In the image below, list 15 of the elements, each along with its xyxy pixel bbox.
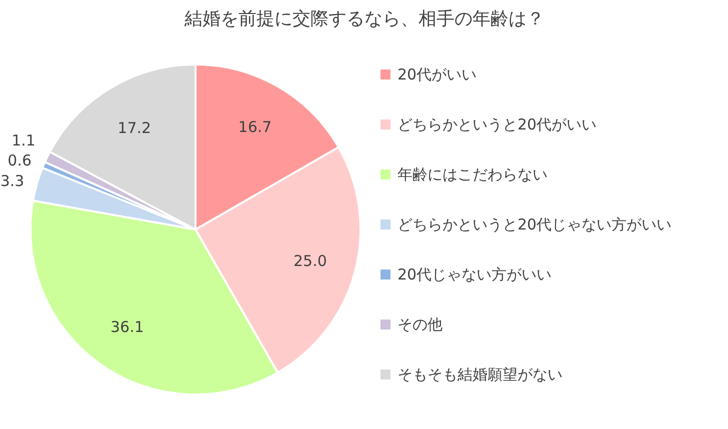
chart-title: 結婚を前提に交際するなら、相手の年齢は？ xyxy=(184,8,544,30)
data-label: 17.2 xyxy=(118,119,152,138)
legend-label: 年齢にはこだわらない xyxy=(398,166,548,184)
data-label: 36.1 xyxy=(110,318,144,336)
legend-label: どちらかというと20代じゃない方がいい xyxy=(398,216,672,234)
data-label: 16.7 xyxy=(238,118,272,136)
legend-label: 20代がいい xyxy=(398,66,477,84)
data-label: 1.1 xyxy=(12,131,36,150)
data-label: 3.3 xyxy=(0,172,24,190)
legend-label: 20代じゃない方がいい xyxy=(398,266,552,284)
legend-label: その他 xyxy=(398,316,442,334)
legend-label: どちらかというと20代がいい xyxy=(398,116,597,134)
data-label: 25.0 xyxy=(293,252,327,270)
data-label: 0.6 xyxy=(8,151,32,170)
legend-label: そもそも結婚願望がない xyxy=(398,366,562,384)
